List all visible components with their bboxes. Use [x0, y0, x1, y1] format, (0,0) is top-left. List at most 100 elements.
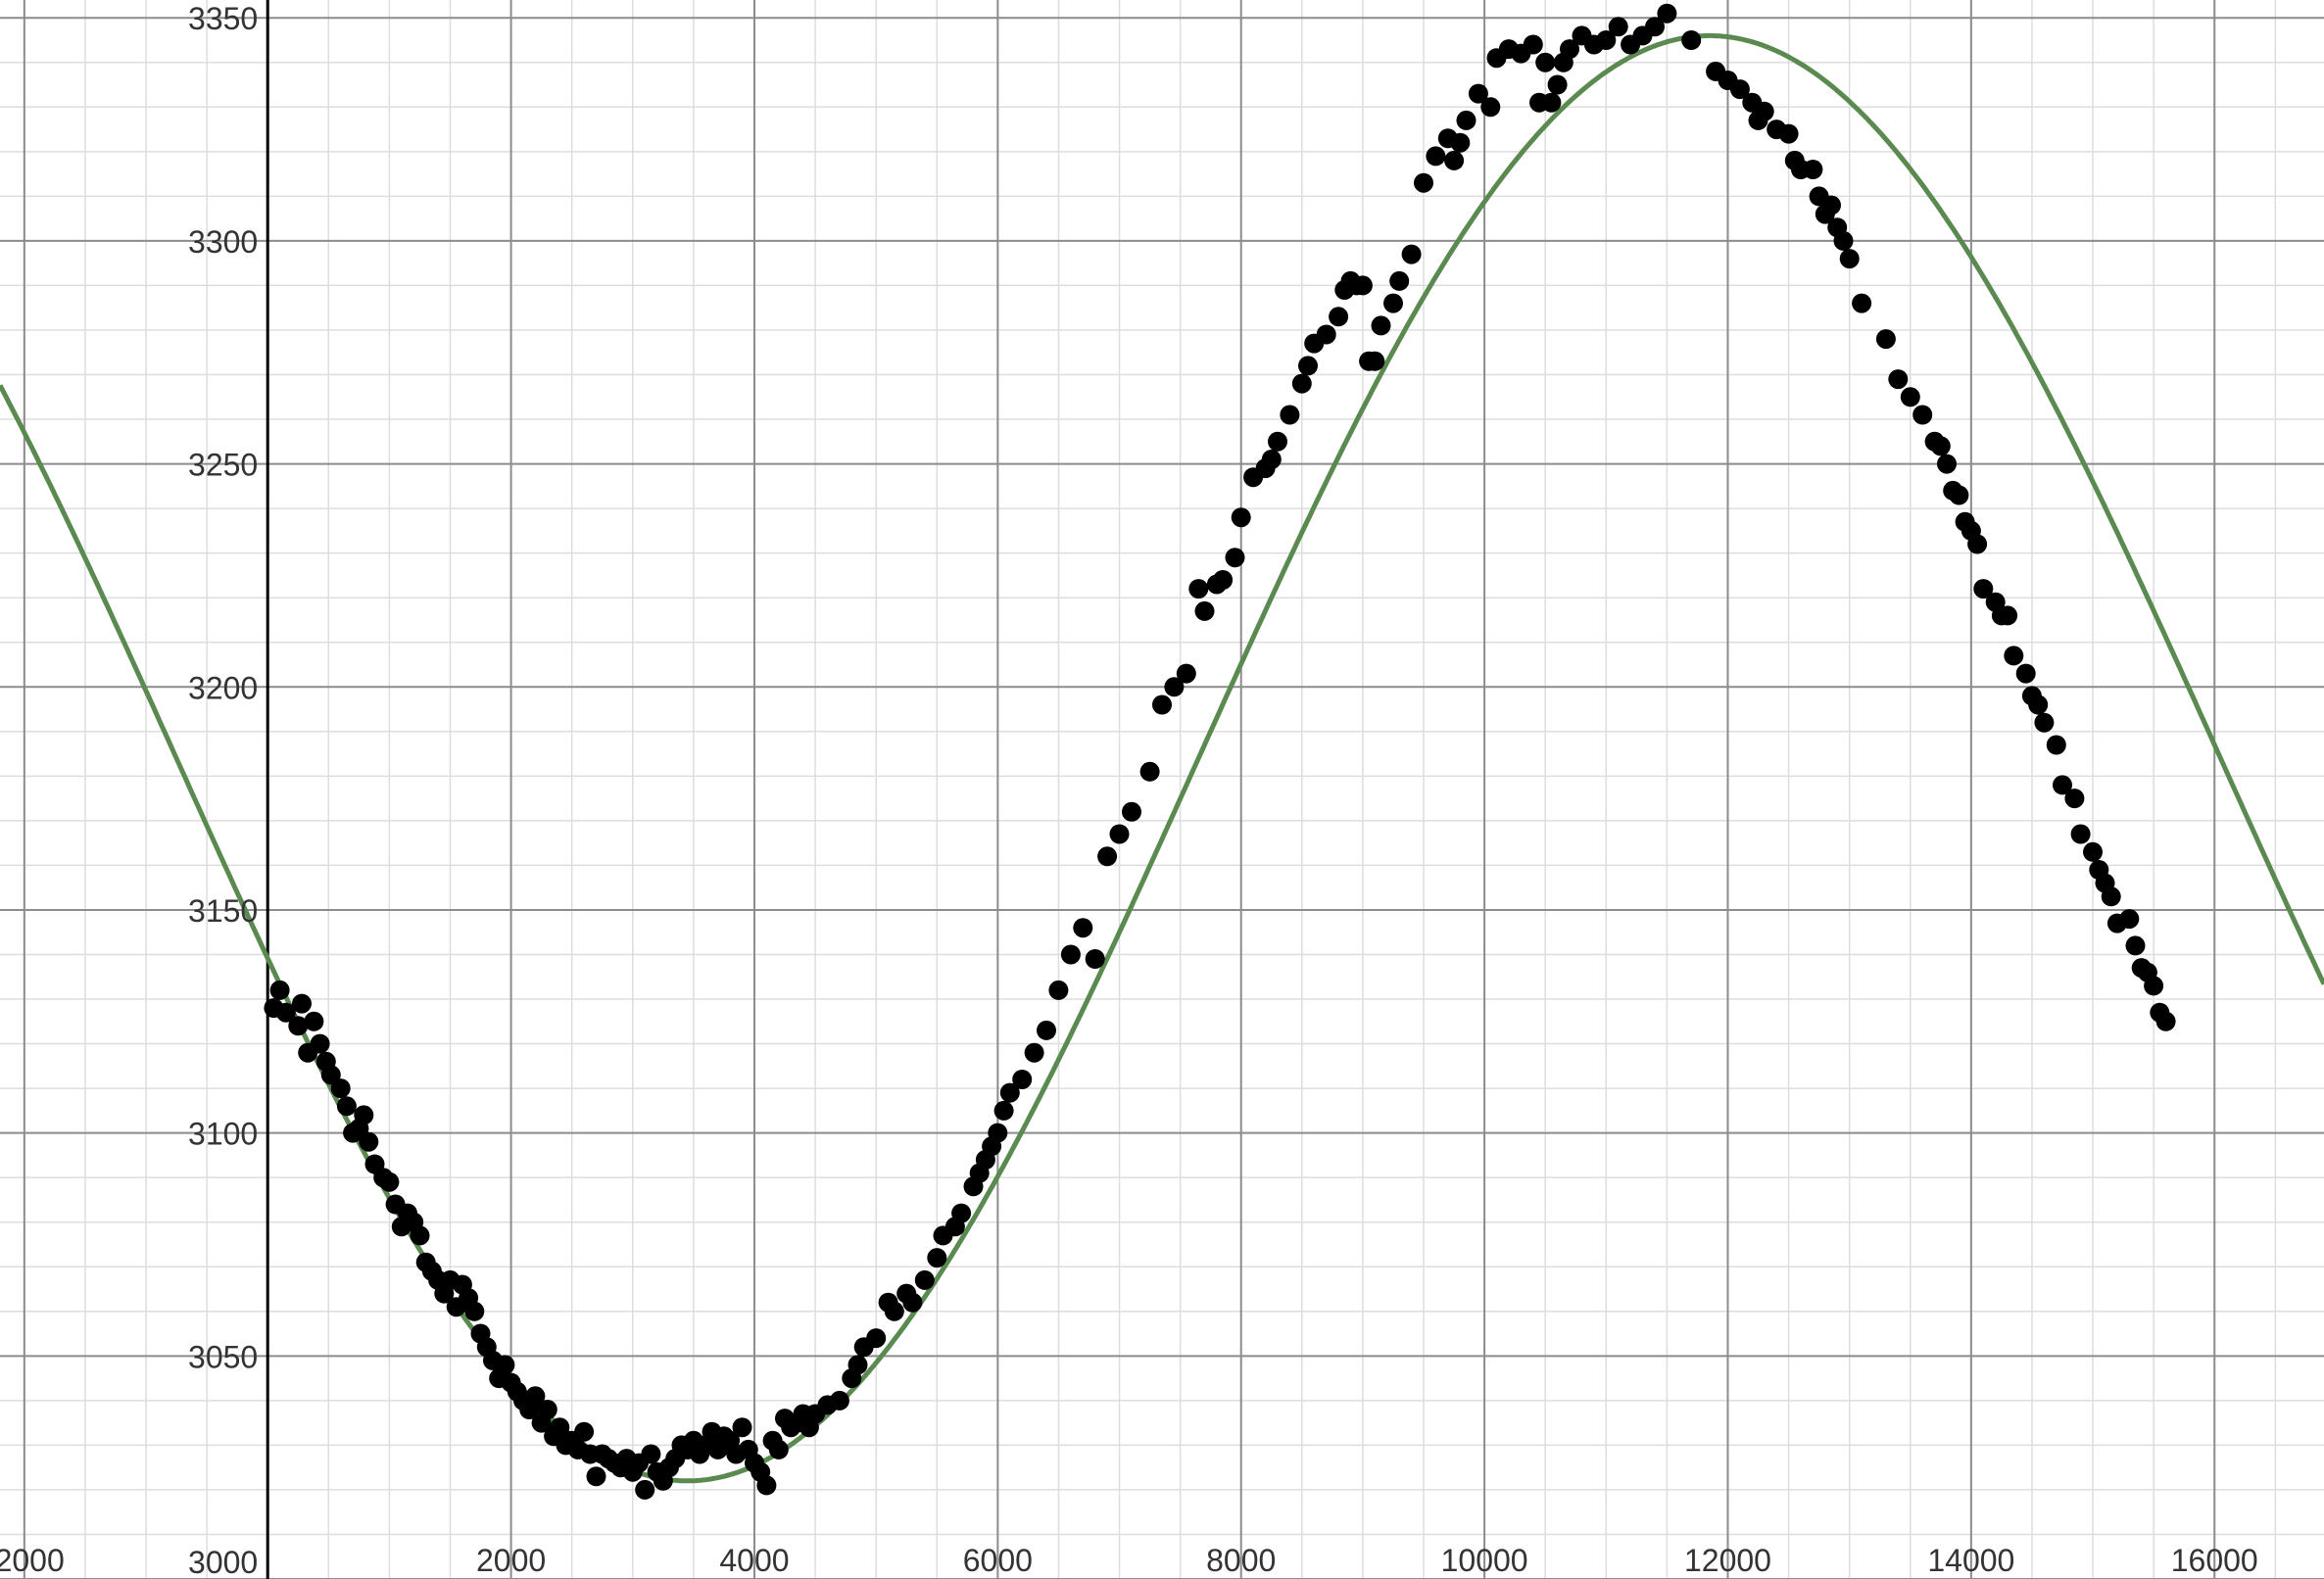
data-point: [410, 1225, 430, 1246]
data-point: [1839, 249, 1860, 269]
data-point: [495, 1355, 515, 1375]
data-point: [1949, 485, 1969, 505]
data-point: [1291, 373, 1312, 394]
data-point: [310, 1033, 330, 1054]
data-point: [1414, 172, 1433, 193]
data-point: [537, 1400, 557, 1419]
data-point: [336, 1096, 357, 1117]
data-point: [1261, 450, 1282, 469]
fit-curve-layer: [0, 32, 2324, 1484]
data-point: [2034, 712, 2055, 733]
data-point: [2155, 1011, 2176, 1031]
data-point: [2015, 663, 2036, 684]
data-point: [1444, 150, 1465, 170]
x-tick-label: -2000: [0, 1543, 65, 1578]
data-points-layer: [264, 3, 2176, 1500]
x-tick-label: 6000: [963, 1543, 1033, 1578]
data-point: [1389, 270, 1410, 291]
data-point: [1365, 351, 1385, 371]
tick-labels-layer: -2000 2000 4000 6000 8000 10000 12000 14000 1600…: [0, 1, 2258, 1579]
data-point: [1194, 600, 1215, 621]
y-tick-label: 3200: [188, 670, 258, 705]
data-point: [847, 1355, 868, 1375]
data-point: [1937, 454, 1957, 474]
data-point: [1280, 405, 1300, 425]
data-point: [1450, 132, 1471, 153]
x-tick-label: 10000: [1441, 1543, 1528, 1578]
data-point: [2046, 735, 2066, 755]
data-point: [354, 1105, 374, 1125]
data-point: [550, 1417, 570, 1438]
data-point: [304, 1011, 324, 1031]
data-point: [1060, 944, 1081, 965]
data-point: [379, 1172, 400, 1192]
data-point: [2101, 886, 2121, 907]
data-point: [635, 1479, 655, 1500]
data-point: [951, 1203, 972, 1223]
data-point: [1426, 146, 1446, 167]
data-point: [359, 1131, 379, 1152]
data-point: [1401, 244, 1422, 264]
data-point: [1645, 17, 1665, 37]
data-point: [1268, 431, 1287, 452]
data-point: [756, 1475, 777, 1496]
data-point: [1371, 315, 1391, 336]
data-point: [1560, 39, 1579, 60]
data-point: [1547, 74, 1568, 95]
data-point: [866, 1328, 887, 1349]
data-point: [902, 1292, 923, 1313]
data-point: [288, 1016, 309, 1036]
data-point: [2070, 824, 2091, 844]
data-point: [884, 1301, 904, 1321]
data-point: [1875, 329, 1896, 350]
data-point: [1681, 30, 1702, 50]
data-point: [1122, 801, 1141, 822]
data-point: [1298, 356, 1318, 376]
data-point: [1778, 123, 1799, 144]
data-point: [1152, 694, 1172, 715]
data-point: [1541, 92, 1562, 113]
data-point: [1213, 570, 1234, 590]
data-point: [1803, 160, 1823, 179]
data-point: [1608, 17, 1628, 37]
data-point: [1523, 34, 1543, 55]
data-point: [1973, 579, 1994, 599]
data-point: [1852, 293, 1872, 313]
x-tick-label: 16000: [2171, 1543, 2258, 1578]
y-tick-label: 3350: [188, 1, 258, 36]
y-tick-label: 3050: [188, 1339, 258, 1374]
data-point: [1998, 605, 2018, 626]
data-point: [1930, 436, 1951, 456]
data-point: [1383, 293, 1403, 313]
data-point: [1231, 507, 1251, 528]
data-point: [1073, 918, 1093, 938]
data-point: [641, 1444, 661, 1464]
data-point: [829, 1390, 849, 1411]
data-point: [1535, 52, 1556, 72]
data-point: [2125, 935, 2146, 956]
fit-curve: [0, 32, 2324, 1484]
data-point: [927, 1248, 947, 1268]
data-point: [1352, 275, 1373, 296]
data-point: [1967, 534, 1988, 554]
data-point: [993, 1100, 1014, 1121]
y-tick-label: 3000: [188, 1545, 258, 1579]
data-point: [914, 1269, 935, 1290]
data-point: [1225, 548, 1245, 568]
data-point: [2064, 789, 2085, 809]
data-point: [330, 1078, 351, 1099]
data-point: [999, 1082, 1020, 1103]
x-tick-label: 4000: [719, 1543, 789, 1578]
data-point: [1888, 369, 1909, 390]
data-point: [2083, 841, 2103, 862]
data-point: [1329, 307, 1349, 327]
data-point: [2028, 694, 2049, 715]
data-point: [1024, 1042, 1044, 1063]
data-point: [732, 1417, 752, 1438]
data-point: [586, 1466, 606, 1487]
data-point: [1048, 980, 1069, 1000]
data-point: [1900, 387, 1920, 407]
data-point: [1188, 579, 1209, 599]
